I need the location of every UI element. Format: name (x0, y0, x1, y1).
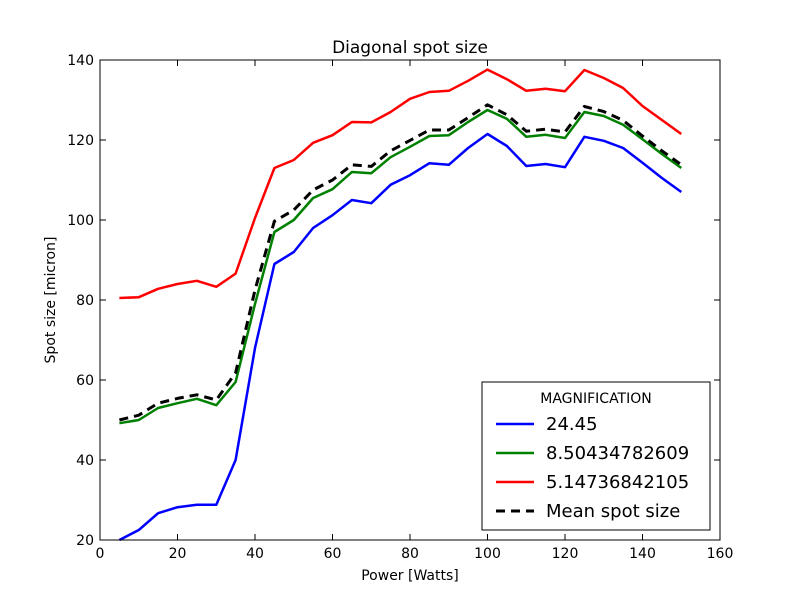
y-tick-label: 60 (76, 373, 94, 389)
x-tick-label: 140 (629, 546, 656, 562)
x-axis-title: Power [Watts] (361, 568, 459, 584)
chart-title: Diagonal spot size (332, 38, 488, 58)
series-line-1 (118, 132, 683, 542)
y-tick-label: 140 (67, 53, 94, 69)
legend-label-3: 5.14736842105 (546, 472, 689, 493)
legend-title: MAGNIFICATION (540, 391, 651, 407)
legend-box (481, 381, 711, 531)
y-tick-label: 20 (76, 533, 94, 549)
y-tick-label: 80 (76, 293, 94, 309)
y-tick-label: 100 (67, 213, 94, 229)
x-tick-label: 0 (96, 546, 105, 562)
x-tick-label: 80 (401, 546, 419, 562)
series-line-2 (119, 108, 683, 425)
y-tick-label: 40 (76, 453, 94, 469)
y-axis-title: Spot size [micron] (43, 237, 59, 364)
x-tick-label: 60 (324, 546, 342, 562)
legend-label-2: 8.50434782609 (546, 443, 689, 464)
x-tick-label: 120 (552, 546, 579, 562)
x-tick-label: 100 (474, 546, 501, 562)
x-tick-label: 40 (246, 546, 264, 562)
legend-label-4: Mean spot size (546, 501, 680, 522)
legend-label-1: 24.45 (546, 414, 598, 435)
series-line-4 (119, 103, 683, 422)
x-tick-label: 160 (707, 546, 734, 562)
x-tick-label: 20 (169, 546, 187, 562)
y-tick-label: 120 (67, 133, 94, 149)
series-line-3 (119, 68, 683, 300)
legend: MAGNIFICATION 24.45 8.50434782609 5.1473684… (481, 381, 711, 531)
